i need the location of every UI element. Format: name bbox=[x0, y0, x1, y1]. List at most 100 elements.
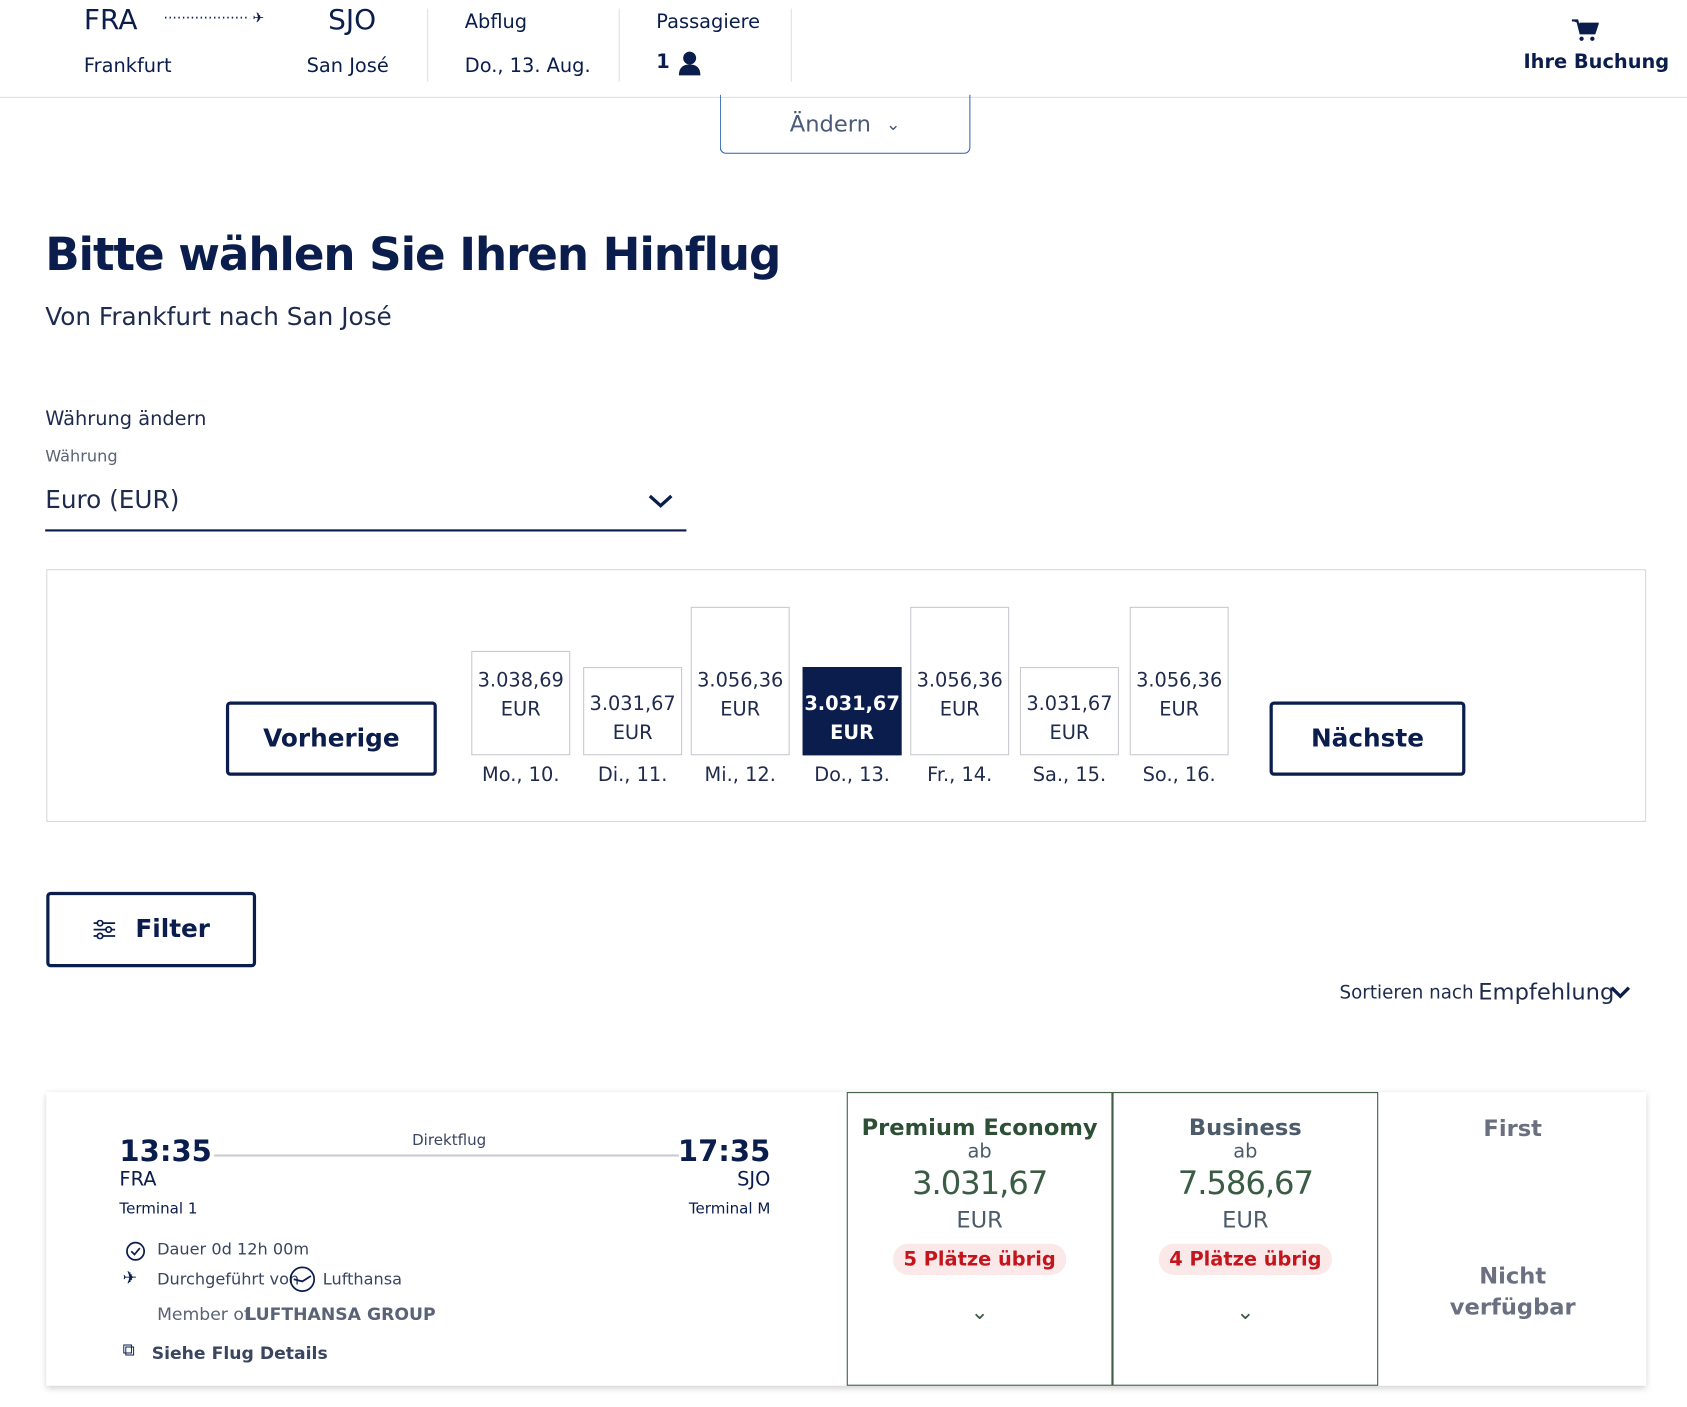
member-of: Member of bbox=[157, 1303, 250, 1325]
day-label: So., 16. bbox=[1142, 763, 1216, 787]
from-label: ab bbox=[1233, 1140, 1258, 1164]
filter-button[interactable]: Filter bbox=[46, 891, 257, 968]
cabin: Premium Economy bbox=[861, 1114, 1098, 1141]
fare-price: 7.586,67 bbox=[1177, 1165, 1314, 1203]
cart-icon[interactable] bbox=[1571, 17, 1599, 43]
fare-price: 3.031,67 bbox=[912, 1165, 1048, 1203]
day-currency: EUR bbox=[720, 698, 761, 721]
chevron bbox=[1610, 986, 1631, 999]
passengers-label: Passagiere bbox=[656, 10, 761, 34]
filter-icon bbox=[93, 919, 115, 940]
day-price-box[interactable]: 3.056,36 EUR bbox=[1129, 606, 1229, 756]
dep-time: 13:35 bbox=[119, 1135, 212, 1169]
day-price: 3.056,36 bbox=[697, 669, 784, 692]
day-currency: EUR bbox=[500, 698, 541, 721]
day-price: 3.056,36 bbox=[1136, 669, 1223, 692]
day-label: Mi., 12. bbox=[704, 763, 776, 787]
sort-value[interactable]: Empfehlung bbox=[1478, 979, 1615, 1005]
arr-time: 17:35 bbox=[677, 1135, 771, 1169]
top-bar bbox=[0, 0, 1687, 98]
day-price-box[interactable]: 3.056,36 EUR bbox=[910, 606, 1010, 756]
currency-heading: Währung ändern bbox=[45, 407, 207, 431]
details-link[interactable]: Siehe Flug Details bbox=[151, 1342, 328, 1364]
currency-field-label: Währung bbox=[45, 446, 118, 466]
origin-code: FRA bbox=[83, 4, 138, 37]
day-price: 3.031,67 bbox=[1026, 692, 1113, 716]
clock-icon bbox=[126, 1241, 146, 1261]
next-button[interactable]: Nächste bbox=[1269, 701, 1466, 776]
day-price: 3.038,69 bbox=[477, 669, 564, 692]
first-status: Nicht verfügbar bbox=[1449, 1263, 1576, 1321]
dep-terminal: Terminal 1 bbox=[119, 1200, 198, 1218]
day-label: Fr., 14. bbox=[927, 763, 993, 787]
date-carousel bbox=[46, 569, 1647, 822]
prev-label: Vorherige bbox=[263, 724, 400, 753]
duration: Dauer 0d 12h 00m bbox=[157, 1239, 310, 1259]
arr-airport: SJO bbox=[737, 1168, 771, 1192]
plane-icon: ✈ bbox=[122, 1267, 138, 1288]
day-currency: EUR bbox=[1159, 698, 1200, 721]
booking-link[interactable]: Ihre Buchung bbox=[1523, 50, 1670, 74]
arr-terminal: Terminal M bbox=[688, 1200, 771, 1218]
dest-code: SJO bbox=[328, 4, 377, 37]
day-price-box[interactable]: 3.031,67 EUR bbox=[583, 667, 683, 756]
page-title: Bitte wählen Sie Ihren Hinflug bbox=[45, 228, 781, 281]
divider bbox=[427, 8, 429, 82]
day-currency: EUR bbox=[830, 721, 875, 745]
day-currency: EUR bbox=[612, 721, 653, 745]
next-label: Nächste bbox=[1310, 724, 1424, 753]
dep-airport: FRA bbox=[119, 1168, 157, 1192]
currency-value: Euro (EUR) bbox=[45, 486, 180, 515]
day-price: 3.056,36 bbox=[916, 669, 1003, 692]
seats-left: 4 Plätze übrig bbox=[1158, 1243, 1333, 1275]
person-icon bbox=[678, 51, 701, 76]
fare-option[interactable]: Premium Economy ab 3.031,67 EUR 5 Plätze übr… bbox=[846, 1092, 1113, 1386]
group: LUFTHANSA GROUP bbox=[245, 1303, 436, 1325]
day-price-box[interactable]: 3.056,36 EUR bbox=[690, 606, 790, 756]
fare-currency: EUR bbox=[956, 1207, 1003, 1233]
flight-card bbox=[46, 1092, 1647, 1386]
sort-label: Sortieren nach bbox=[1339, 982, 1474, 1004]
cabin: Business bbox=[1188, 1114, 1302, 1141]
chevron bbox=[648, 494, 673, 508]
fare-currency: EUR bbox=[1222, 1207, 1269, 1233]
fare-option[interactable]: Business ab 7.586,67 EUR 4 Plätze übrig ⌄ bbox=[1112, 1092, 1379, 1386]
prev-button[interactable]: Vorherige bbox=[225, 701, 437, 776]
from-label: ab bbox=[967, 1140, 992, 1164]
departure-date: Do., 13. Aug. bbox=[464, 54, 591, 78]
first-cabin: First bbox=[1483, 1115, 1542, 1142]
day-currency: EUR bbox=[939, 698, 980, 721]
airline: Lufthansa bbox=[322, 1269, 403, 1289]
airline-logo bbox=[289, 1266, 316, 1292]
divider bbox=[618, 8, 620, 82]
day-label: Do., 13. bbox=[814, 763, 890, 787]
currency-select[interactable] bbox=[45, 482, 687, 532]
departure-label: Abflug bbox=[464, 10, 528, 34]
dest-city: San José bbox=[306, 54, 389, 78]
route-arrow: ··················· ✈ bbox=[163, 10, 265, 27]
page-subtitle: Von Frankfurt nach San José bbox=[45, 303, 392, 332]
chevron: ⌄ bbox=[886, 113, 901, 134]
day-price-box[interactable]: 3.031,67 EUR bbox=[1019, 667, 1119, 756]
day-label: Sa., 15. bbox=[1032, 763, 1107, 787]
chevron: ⌄ bbox=[1236, 1298, 1255, 1325]
day-label: Mo., 10. bbox=[481, 763, 560, 787]
day-price: 3.031,67 bbox=[589, 692, 676, 716]
day-label: Di., 11. bbox=[597, 763, 668, 787]
day-price-box[interactable]: 3.031,67 EUR bbox=[802, 667, 902, 756]
route-line bbox=[214, 1154, 679, 1157]
passengers-count: 1 bbox=[656, 50, 670, 74]
origin-city: Frankfurt bbox=[83, 54, 172, 78]
change-button[interactable]: Ändern ⌄ bbox=[719, 94, 971, 154]
details-icon: ⧉ bbox=[122, 1339, 135, 1360]
day-price: 3.031,67 bbox=[804, 692, 900, 716]
filter-label: Filter bbox=[135, 915, 211, 944]
day-price-box[interactable]: 3.038,69 EUR bbox=[471, 650, 571, 756]
seats-left: 5 Plätze übrig bbox=[892, 1243, 1067, 1275]
divider bbox=[790, 8, 792, 82]
change-label: Ändern bbox=[789, 110, 871, 137]
operated-by: Durchgeführt von bbox=[157, 1269, 300, 1289]
flight-type: Direktflug bbox=[412, 1131, 487, 1150]
